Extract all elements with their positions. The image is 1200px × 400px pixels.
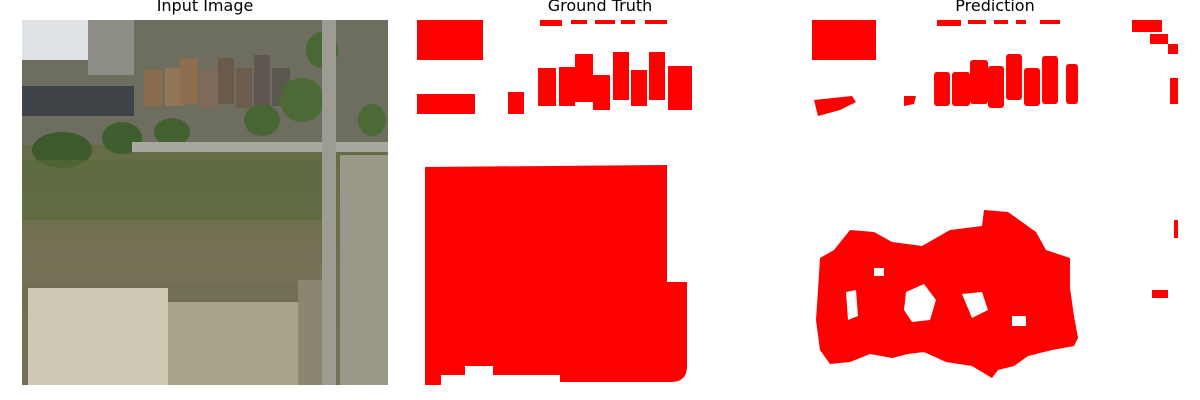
prediction-title: Prediction bbox=[955, 0, 1035, 15]
ground-truth-panel bbox=[417, 20, 783, 385]
ground-truth-title: Ground Truth bbox=[547, 0, 653, 15]
input-image-title: Input Image bbox=[156, 0, 254, 15]
prediction-mask bbox=[812, 20, 1178, 385]
input-image-panel bbox=[22, 20, 388, 385]
ground-truth-mask bbox=[417, 20, 783, 385]
aerial-image bbox=[22, 20, 388, 385]
prediction-panel bbox=[812, 20, 1178, 385]
